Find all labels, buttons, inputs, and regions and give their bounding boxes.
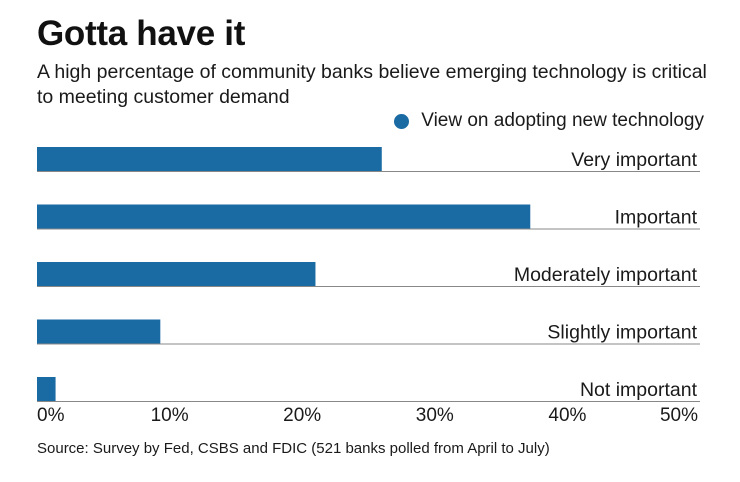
- chart-subtitle: A high percentage of community banks bel…: [37, 61, 707, 108]
- bar-not-important: [37, 377, 56, 401]
- category-label-very-important: Very important: [571, 149, 697, 171]
- category-label-slightly-important: Slightly important: [547, 322, 697, 344]
- x-tick-label: 30%: [416, 405, 454, 426]
- bar-important: [37, 204, 531, 229]
- legend-swatch-icon: [394, 113, 410, 129]
- bar-moderately-important: [37, 262, 316, 286]
- source-note: Source: Survey by Fed, CSBS and FDIC (52…: [37, 440, 550, 457]
- x-tick-label: 50%: [660, 405, 698, 426]
- category-label-not-important: Not important: [580, 379, 698, 401]
- bar-very-important: [37, 147, 382, 171]
- legend-label: View on adopting new technology: [421, 110, 704, 131]
- x-tick-label: 0%: [37, 405, 65, 426]
- category-label-important: Important: [615, 207, 698, 229]
- x-tick-label: 10%: [151, 405, 189, 426]
- category-label-moderately-important: Moderately important: [514, 264, 698, 286]
- chart-legend: View on adopting new technology: [394, 110, 704, 132]
- x-tick-label: 40%: [548, 405, 586, 426]
- chart-title: Gotta have it: [37, 14, 246, 53]
- bar-slightly-important: [37, 319, 161, 344]
- x-tick-label: 20%: [283, 405, 321, 426]
